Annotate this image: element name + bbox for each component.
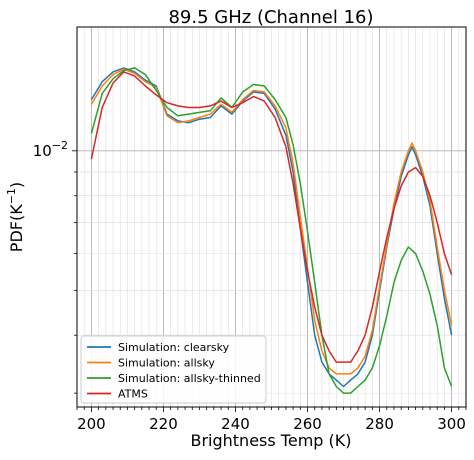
y-tick-label: 10−2 [33, 139, 68, 160]
x-tick-label: 200 [77, 415, 106, 433]
chart-legend: Simulation: clearsky Simulation: allsky Si… [80, 335, 267, 404]
x-axis-label: Brightness Temp (K) [190, 431, 351, 450]
x-axis-ticks: 200 220 240 260 280 300 [76, 407, 467, 433]
x-tick-label: 240 [221, 415, 250, 433]
y-axis-ticks: 10−2 [33, 139, 77, 394]
x-tick-label: 260 [293, 415, 322, 433]
series-line-atms [90, 71, 453, 363]
series-lines [90, 67, 453, 394]
chart-title: 89.5 GHz (Channel 16) [168, 7, 373, 28]
legend-label: Simulation: allsky [118, 357, 215, 370]
x-tick-label: 220 [149, 415, 178, 433]
x-tick-label: 280 [365, 415, 394, 433]
legend-label: ATMS [118, 388, 148, 401]
y-axis-label: PDF(K−1) [5, 182, 26, 252]
series-line-simulation-allsky-thinned [90, 67, 453, 394]
x-tick-label: 300 [437, 415, 466, 433]
legend-box [80, 335, 267, 404]
legend-label: Simulation: allsky-thinned [118, 372, 261, 385]
legend-label: Simulation: clearsky [118, 341, 230, 354]
